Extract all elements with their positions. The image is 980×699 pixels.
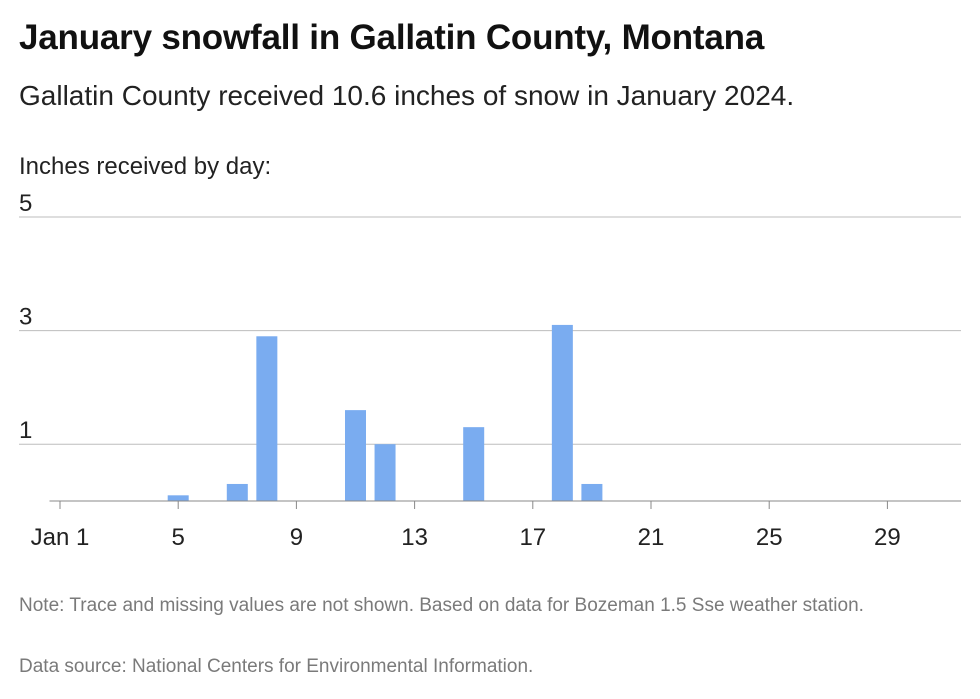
x-tick-label: 9	[290, 524, 303, 551]
y-tick-label: 5	[19, 190, 32, 217]
x-tick-label: 25	[756, 524, 783, 551]
x-tick-label: 17	[519, 524, 546, 551]
x-tick-label: 5	[172, 524, 185, 551]
bar-jan-8	[256, 336, 278, 501]
bar-jan-11	[345, 410, 366, 501]
footnote: Note: Trace and missing values are not s…	[19, 595, 864, 616]
bar-jan-12	[374, 444, 396, 501]
y-axis-label: Inches received by day:	[19, 153, 272, 180]
x-tick-label: 29	[874, 524, 901, 551]
bar-jan-15	[463, 427, 485, 501]
data-source: Data source: National Centers for Enviro…	[19, 656, 534, 677]
gridlines	[19, 216, 961, 445]
bars	[167, 324, 603, 501]
x-tick-label: 21	[638, 524, 665, 551]
y-tick-label: 1	[19, 417, 32, 444]
bar-jan-7	[226, 483, 248, 501]
x-tick-label: Jan 1	[31, 524, 90, 551]
bar-jan-5	[167, 495, 189, 501]
x-tick-label: 13	[401, 524, 428, 551]
chart-title: January snowfall in Gallatin County, Mon…	[19, 18, 765, 57]
bar-jan-19	[581, 483, 603, 501]
chart-subtitle: Gallatin County received 10.6 inches of …	[19, 80, 795, 111]
y-tick-label: 3	[19, 304, 32, 331]
bar-jan-18	[551, 324, 573, 501]
